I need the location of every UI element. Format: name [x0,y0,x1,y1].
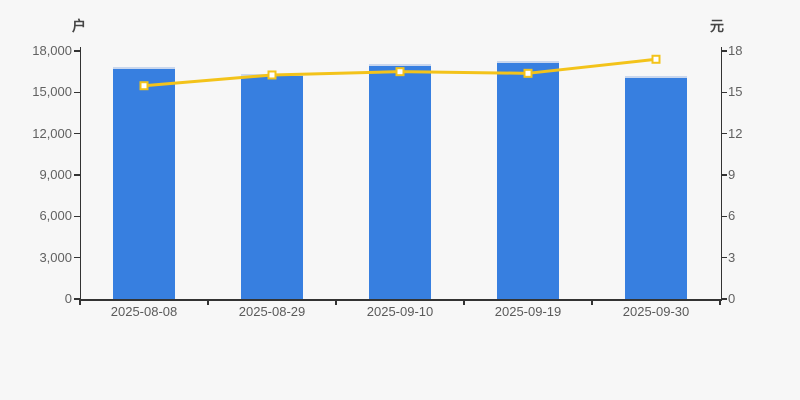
x-axis-tick-mark [79,299,81,305]
x-axis-label: 2025-08-08 [110,304,178,319]
y-axis-right-tick-mark [721,215,727,218]
x-axis-line [79,299,722,301]
y-axis-left-tick-mark [74,132,80,135]
y-axis-right-tick-mark [721,256,727,259]
y-axis-left-tick-mark [74,91,80,94]
line-point-marker[interactable] [395,67,405,77]
y-axis-left-name: 户 [72,18,86,34]
y-axis-right-tick-mark [721,298,727,300]
bar[interactable] [113,67,175,299]
y-axis-right-tick-label: 12 [728,125,743,141]
y-axis-left-tick-label: 6,000 [39,208,72,224]
y-axis-left-tick-label: 12,000 [32,125,72,141]
y-axis-left-tick-mark [74,174,80,176]
y-axis-right-line [720,47,722,300]
y-axis-left-tick-mark [74,50,80,52]
y-axis-right-tick-label: 0 [728,291,736,306]
bar[interactable] [369,64,431,299]
y-axis-right-tick-label: 6 [728,208,736,224]
bar[interactable] [241,74,303,299]
y-axis-left-tick-label: 18,000 [32,43,72,58]
y-axis-right-tick-label: 9 [728,167,736,182]
y-axis-left-tick-label: 0 [64,291,72,306]
y-axis-right-tick-mark [721,132,727,135]
x-axis-tick-mark [463,299,465,305]
y-axis-right-tick-mark [721,50,727,52]
line-point-marker[interactable] [523,68,533,78]
y-axis-left-tick-mark [74,256,80,259]
x-axis-tick-mark [335,299,337,305]
x-axis-label: 2025-09-10 [366,304,434,319]
y-axis-right-tick-label: 3 [728,249,736,265]
y-axis-left-tick-mark [74,298,80,300]
y-axis-left-tick-label: 15,000 [32,84,72,100]
x-axis-label: 2025-09-19 [494,304,562,319]
bar[interactable] [497,61,559,299]
bar[interactable] [625,75,687,299]
line-point-marker[interactable] [267,70,277,80]
y-axis-right-tick-mark [721,174,727,176]
line-point-marker[interactable] [651,54,661,64]
y-axis-left-tick-label: 3,000 [39,249,72,265]
y-axis-right-name: 元 [710,18,724,34]
line-point-marker[interactable] [139,81,149,91]
y-axis-right-tick-label: 18 [728,43,743,58]
y-axis-left-line [79,47,81,300]
y-axis-right-tick-mark [721,91,727,94]
y-axis-right-tick-label: 15 [728,84,743,100]
y-axis-left-tick-label: 9,000 [39,167,72,182]
x-axis-label: 2025-09-30 [622,304,690,319]
x-axis-tick-mark [591,299,593,305]
x-axis-tick-mark [719,299,721,305]
x-axis-label: 2025-08-29 [238,304,306,319]
y-axis-left-tick-mark [74,215,80,218]
x-axis-tick-mark [207,299,209,305]
